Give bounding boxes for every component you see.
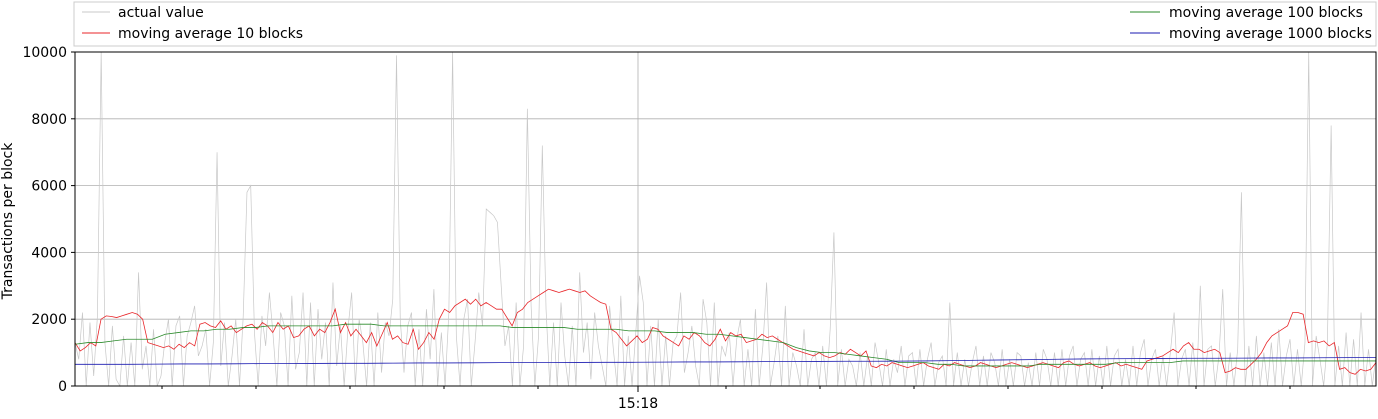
legend-label-ma10: moving average 10 blocks bbox=[118, 26, 303, 42]
series-line-moving-average-1000-blocks bbox=[75, 357, 1376, 365]
series-line-moving-average-10-blocks bbox=[74, 288, 1377, 375]
legend-label-actual: actual value bbox=[118, 5, 204, 21]
legend-label-ma1000: moving average 1000 blocks bbox=[1169, 26, 1372, 42]
grid bbox=[75, 51, 1376, 387]
series-line-actual-value bbox=[74, 51, 1377, 388]
series-line-moving-average-100-blocks bbox=[74, 323, 1376, 367]
y-tick-label: 6000 bbox=[31, 179, 67, 195]
plot-frame bbox=[74, 51, 1377, 387]
y-tick-label: 0 bbox=[58, 379, 67, 395]
legend-label-ma100: moving average 100 blocks bbox=[1169, 5, 1363, 21]
legend: actual value moving average 10 blocks mo… bbox=[73, 1, 1377, 47]
axes: 0 2000 4000 6000 8000 10000 bbox=[22, 45, 1377, 395]
y-tick-label: 8000 bbox=[31, 112, 67, 128]
y-axis-title: Transactions per block bbox=[0, 142, 16, 301]
legend-box bbox=[73, 1, 1377, 47]
y-tick-label: 10000 bbox=[22, 45, 67, 61]
y-tick-label: 2000 bbox=[31, 312, 67, 328]
y-tick-label: 4000 bbox=[31, 245, 67, 261]
plot-lines bbox=[74, 51, 1377, 388]
x-tick-label: 15:18 bbox=[618, 396, 658, 412]
